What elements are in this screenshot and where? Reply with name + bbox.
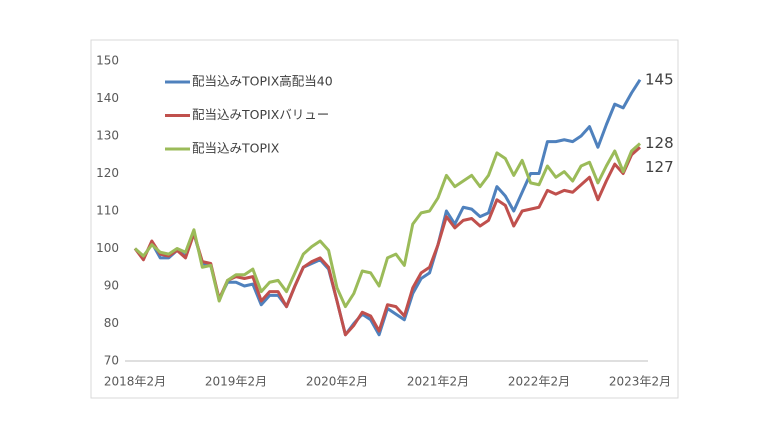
y-tick-label: 100 <box>96 241 119 255</box>
legend-text: 配当込みTOPIX高配当40 <box>192 74 333 89</box>
y-tick-label: 110 <box>96 204 119 218</box>
y-tick-label: 130 <box>96 129 119 143</box>
x-tick-label: 2021年2月 <box>407 375 469 389</box>
x-tick-label: 2018年2月 <box>104 375 166 389</box>
end-label: 128 <box>645 134 674 152</box>
y-tick-label: 90 <box>104 279 119 293</box>
y-tick-label: 80 <box>104 316 119 330</box>
x-tick-label: 2019年2月 <box>205 375 267 389</box>
y-tick-label: 140 <box>96 91 119 105</box>
legend-text: 配当込みTOPIXバリュー <box>192 107 329 122</box>
legend-text: 配当込みTOPIX <box>192 141 280 156</box>
y-tick-label: 120 <box>96 166 119 180</box>
x-tick-label: 2022年2月 <box>508 375 570 389</box>
end-label: 145 <box>645 70 674 88</box>
y-tick-label: 70 <box>104 354 119 368</box>
y-tick-label: 150 <box>96 54 119 68</box>
x-tick-label: 2020年2月 <box>306 375 368 389</box>
line-series <box>134 142 641 309</box>
end-label: 127 <box>645 158 674 176</box>
x-tick-label: 2023年2月 <box>609 375 671 389</box>
chart-frame <box>90 39 679 399</box>
